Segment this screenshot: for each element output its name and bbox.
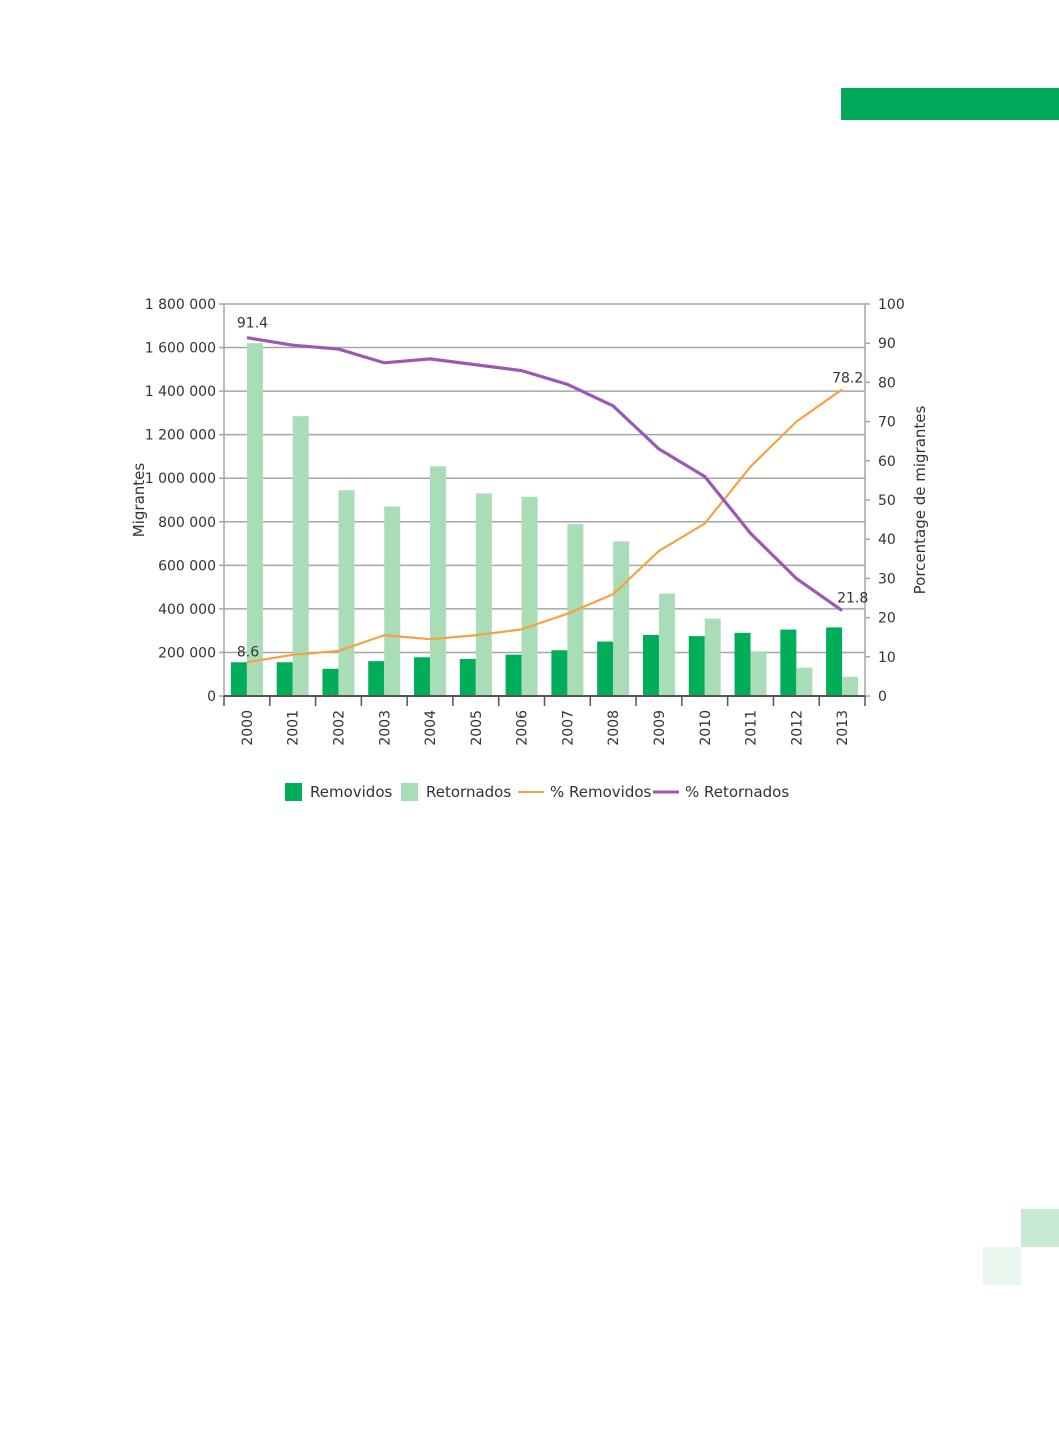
data-label: 8.6 xyxy=(237,644,259,660)
bar-retornados xyxy=(338,490,355,696)
bar-removidos xyxy=(322,668,339,696)
bar-removidos xyxy=(734,632,751,696)
bar-retornados xyxy=(796,667,813,696)
x-tick-label: 2012 xyxy=(789,710,805,746)
bar-retornados xyxy=(384,506,401,696)
annotations: 91.4 8.6 78.2 21.8 xyxy=(237,316,868,661)
bar-removidos xyxy=(368,661,385,696)
x-tick-label: 2013 xyxy=(835,710,851,746)
legend-label: Retornados xyxy=(426,783,511,801)
bar-retornados xyxy=(521,496,538,696)
legend-swatch xyxy=(285,783,302,801)
bar-retornados xyxy=(658,593,675,696)
series-lines xyxy=(246,336,844,664)
decorative-square-dark xyxy=(1021,1209,1059,1247)
data-label: 91.4 xyxy=(237,316,268,332)
legend-label: % Removidos xyxy=(550,783,652,801)
right-tick-label: 70 xyxy=(878,415,896,431)
bar-retornados xyxy=(842,676,859,696)
bar-removidos xyxy=(642,635,659,696)
x-tick-label: 2006 xyxy=(515,710,531,746)
right-axis-title: Porcentage de migrantes xyxy=(911,405,929,594)
x-tick-label: 2002 xyxy=(331,710,347,746)
right-tick-label: 20 xyxy=(878,611,896,627)
right-tick-label: 0 xyxy=(878,689,887,705)
bar-removidos xyxy=(459,658,476,696)
bar-retornados xyxy=(475,493,492,696)
right-tick-label: 50 xyxy=(878,493,896,509)
x-tick-label: 2003 xyxy=(377,710,393,746)
grid-lines xyxy=(224,303,865,697)
legend-label: % Retornados xyxy=(685,783,789,801)
bar-retornados xyxy=(246,343,263,696)
data-label: 21.8 xyxy=(837,591,868,607)
line-pct-retornados xyxy=(246,336,844,612)
x-tick-label: 2008 xyxy=(606,710,622,746)
left-tick-label: 1 200 000 xyxy=(145,428,216,444)
bar-removidos xyxy=(597,641,614,696)
bar-retornados xyxy=(430,466,447,696)
x-tick-label: 2007 xyxy=(560,710,576,746)
left-tick-label: 1 600 000 xyxy=(145,341,216,357)
right-tick-label: 80 xyxy=(878,375,896,391)
bar-removidos xyxy=(414,657,431,696)
right-tick-label: 90 xyxy=(878,336,896,352)
left-tick-label: 400 000 xyxy=(158,602,216,618)
bar-retornados xyxy=(613,541,630,696)
legend: Removidos Retornados % Removidos % Retornad… xyxy=(285,783,789,801)
x-tick-label: 2001 xyxy=(286,710,302,746)
bar-retornados xyxy=(704,618,721,696)
line-pct-removidos xyxy=(246,388,843,664)
right-tick-label: 100 xyxy=(878,297,905,313)
bar-removidos xyxy=(826,627,843,696)
left-tick-label: 0 xyxy=(207,689,216,705)
x-tick-label: 2010 xyxy=(698,710,714,746)
bar-removidos xyxy=(551,650,568,696)
x-tick-label: 2004 xyxy=(423,710,439,746)
bar-retornados xyxy=(292,416,309,696)
right-tick-label: 30 xyxy=(878,571,896,587)
x-tick-label: 2000 xyxy=(240,710,256,746)
bar-removidos xyxy=(276,662,293,696)
legend-swatch xyxy=(401,783,418,801)
data-label: 78.2 xyxy=(832,370,863,386)
bar-removidos xyxy=(688,636,705,696)
left-axis-title: Migrantes xyxy=(130,463,148,538)
left-tick-label: 600 000 xyxy=(158,558,216,574)
bar-removidos xyxy=(230,662,247,696)
decorative-square-light xyxy=(983,1247,1021,1285)
legend-label: Removidos xyxy=(310,783,393,801)
bar-removidos xyxy=(780,629,797,696)
right-tick-label: 60 xyxy=(878,454,896,470)
header-accent-bar xyxy=(841,88,1059,120)
left-tick-label: 1 400 000 xyxy=(145,384,216,400)
right-tick-label: 40 xyxy=(878,532,896,548)
axes: 0 200 000 400 000 600 000 800 000 1 000 000 1 … xyxy=(130,297,929,746)
right-tick-label: 10 xyxy=(878,650,896,666)
bar-removidos xyxy=(505,654,522,696)
left-tick-label: 200 000 xyxy=(158,645,216,661)
left-tick-label: 800 000 xyxy=(158,515,216,531)
bar-retornados xyxy=(750,651,767,696)
left-tick-label: 1 000 000 xyxy=(145,471,216,487)
x-tick-label: 2009 xyxy=(652,710,668,746)
x-tick-label: 2005 xyxy=(469,710,485,746)
left-tick-label: 1 800 000 xyxy=(145,297,216,313)
x-tick-label: 2011 xyxy=(744,710,760,746)
bars xyxy=(230,343,859,696)
